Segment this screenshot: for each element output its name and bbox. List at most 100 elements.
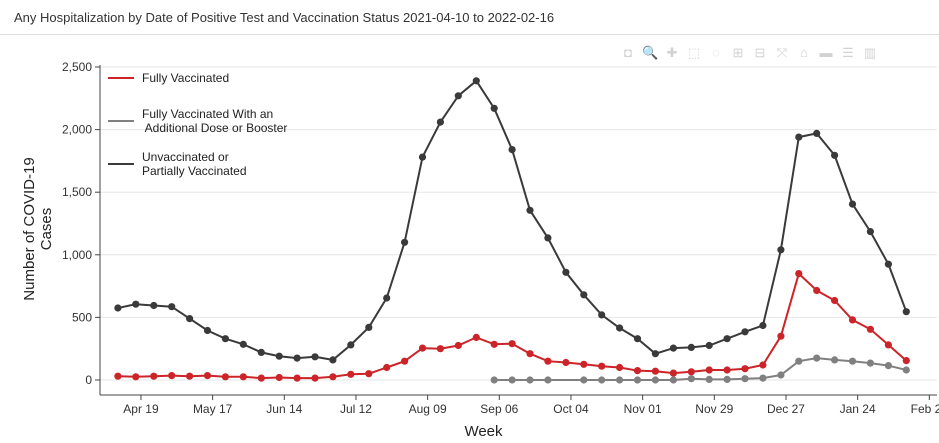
data-point	[347, 370, 355, 378]
data-point	[365, 370, 373, 378]
data-point	[562, 358, 570, 367]
data-point	[347, 341, 355, 349]
data-point	[866, 359, 875, 367]
data-point	[902, 308, 910, 316]
data-point	[687, 375, 695, 383]
data-point	[884, 260, 893, 268]
data-point	[436, 118, 444, 126]
reset-axes-icon[interactable]: ⌂	[800, 45, 808, 60]
data-point	[418, 153, 427, 161]
data-point	[311, 353, 319, 361]
data-point	[777, 371, 785, 379]
data-point	[114, 372, 122, 380]
data-point	[741, 328, 749, 336]
data-point	[902, 357, 910, 365]
data-point	[633, 367, 642, 375]
data-point	[669, 369, 678, 377]
x-tick-label: Oct 04	[553, 402, 589, 416]
y-tick-label: 500	[72, 310, 92, 324]
chart-title: Any Hospitalization by Date of Positive …	[14, 10, 555, 25]
data-point	[454, 341, 462, 350]
x-tick-label: Nov 01	[624, 402, 662, 416]
y-tick-label: 2,500	[62, 60, 92, 74]
data-point	[866, 325, 875, 333]
data-point	[329, 356, 337, 364]
data-point	[705, 375, 713, 383]
data-point	[114, 304, 122, 312]
data-point	[275, 373, 283, 382]
x-tick-label: Feb 21	[911, 402, 939, 416]
chart-header: Any Hospitalization by Date of Positive …	[0, 0, 939, 35]
x-tick-label: Jul 12	[340, 402, 372, 416]
data-point	[150, 301, 158, 310]
data-point	[616, 363, 624, 372]
data-point	[580, 360, 588, 368]
y-tick-label: 0	[85, 373, 92, 387]
data-point	[490, 104, 498, 112]
spike-lines-icon[interactable]: ▬	[819, 45, 833, 60]
data-point	[329, 373, 337, 381]
x-tick-label: Nov 29	[695, 402, 733, 416]
data-point	[186, 315, 194, 323]
data-point	[633, 335, 642, 343]
data-point	[741, 375, 749, 383]
data-point	[866, 228, 875, 236]
data-point	[813, 286, 821, 295]
y-tick-label: 1,500	[62, 185, 92, 199]
data-point	[401, 357, 409, 365]
x-tick-label: Jun 14	[266, 402, 302, 416]
legend-label: Fully Vaccinated With an Additional Dose…	[142, 107, 287, 135]
data-point	[257, 348, 265, 356]
data-point	[705, 366, 713, 374]
data-point	[490, 376, 498, 384]
data-point	[526, 206, 534, 214]
data-point	[741, 365, 749, 373]
data-point	[759, 321, 767, 330]
plotly-logo-icon[interactable]: ▥	[863, 45, 877, 60]
data-point	[616, 324, 624, 332]
data-point	[221, 373, 229, 381]
data-point	[472, 333, 480, 341]
data-point	[418, 344, 427, 352]
data-point	[723, 366, 731, 374]
lasso-icon[interactable]: ◌	[712, 45, 720, 60]
data-point	[562, 268, 570, 276]
data-point	[848, 357, 857, 365]
data-point	[383, 363, 391, 372]
data-point	[705, 341, 713, 350]
legend-label: Fully Vaccinated	[142, 71, 229, 85]
data-point	[526, 376, 534, 384]
camera-icon[interactable]: ◘	[624, 45, 632, 60]
compare-hover-icon[interactable]: ☰	[842, 45, 854, 60]
data-point	[813, 354, 821, 362]
data-point	[651, 367, 660, 375]
data-point	[293, 374, 301, 382]
data-point	[544, 357, 552, 365]
zoom-icon[interactable]: 🔍	[642, 45, 659, 60]
box-select-icon[interactable]: ⬚	[687, 45, 701, 60]
data-point	[598, 376, 606, 384]
pan-icon[interactable]: ✚	[666, 45, 678, 60]
x-tick-label: May 17	[193, 402, 233, 416]
y-tick-label: 1,000	[62, 248, 92, 262]
data-point	[221, 335, 229, 343]
data-point	[132, 300, 140, 308]
zoom-out-icon[interactable]: ⊟	[754, 45, 766, 60]
data-point	[759, 361, 767, 369]
data-point	[526, 350, 534, 358]
autoscale-icon[interactable]: ⤧	[776, 45, 788, 60]
y-axis-title: Number of COVID-19Cases	[21, 157, 55, 300]
data-point	[759, 374, 767, 382]
data-point	[795, 357, 803, 365]
data-point	[401, 238, 409, 246]
data-point	[490, 340, 498, 348]
data-point	[777, 246, 785, 254]
data-point	[831, 296, 839, 305]
x-tick-label: Sep 06	[480, 402, 518, 416]
data-point	[150, 372, 158, 380]
data-point	[848, 200, 857, 208]
data-point	[687, 343, 695, 351]
plot-toolbar: ◘ 🔍 ✚ ⬚ ◌ ⊞ ⊟ ⤧ ⌂ ▬ ☰ ▥	[620, 44, 878, 62]
zoom-in-icon[interactable]: ⊞	[732, 45, 744, 60]
data-point	[203, 326, 212, 335]
